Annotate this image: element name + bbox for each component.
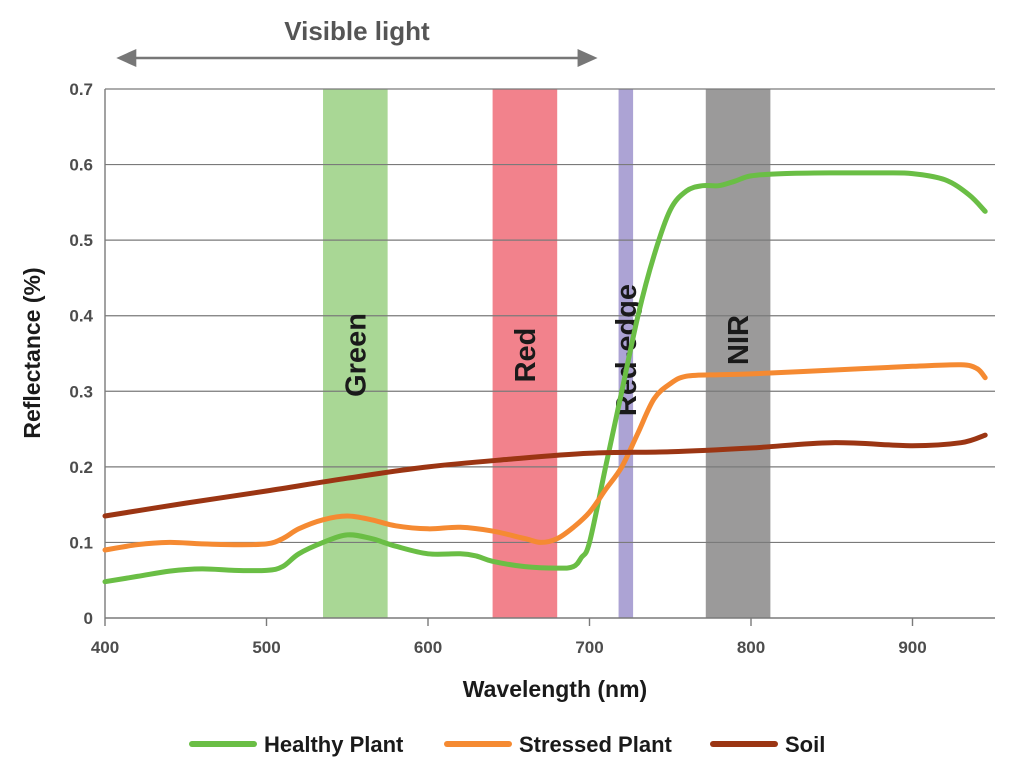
spectral-bands [323,89,771,618]
arrow-head-right [577,49,598,67]
y-tick-label: 0.1 [69,533,93,552]
series-line-healthy-plant [102,170,988,585]
series-line-stressed-plant [102,362,988,553]
band-red [492,89,558,618]
y-tick-label: 0.2 [69,458,93,477]
y-tick-label: 0.3 [69,382,93,401]
legend-label-soil: Soil [785,732,825,757]
y-tick-label: 0.4 [69,307,93,326]
y-axis-title: Reflectance (%) [19,267,45,438]
band-label-nir: NIR [723,315,755,365]
legend-label-healthy-plant: Healthy Plant [264,732,404,757]
y-tick-label: 0.7 [69,80,93,99]
band-label-red: Red [510,328,542,383]
x-tick-label: 400 [91,638,119,657]
x-tick-label: 600 [414,638,442,657]
series-lines [102,170,988,585]
band-label-green: Green [340,313,372,397]
y-tick-label: 0 [84,609,93,628]
arrow-head-left [116,49,137,67]
legend: Healthy Plant Stressed Plant Soil [189,732,825,757]
band-red-edge [618,89,634,618]
band-label-red-edge: Red-edge [611,284,643,416]
x-axis-title: Wavelength (nm) [463,676,647,702]
y-tick-label: 0.5 [69,231,93,250]
series-line-soil [102,432,988,519]
grid-lines [105,88,995,619]
visible-light-label: Visible light [284,16,430,46]
x-tick-label: 800 [737,638,765,657]
y-tick-label: 0.6 [69,156,93,175]
axes: 0 0.1 0.2 0.3 0.4 0.5 0.6 0.7 400 500 600 700 800 900 [69,80,926,657]
x-tick-label: 900 [898,638,926,657]
band-green [323,89,388,618]
x-tick-label: 700 [575,638,603,657]
x-tick-label: 500 [252,638,280,657]
band-labels: Green Red Red-edge NIR [340,284,755,416]
visible-light-annotation: Visible light [116,16,598,67]
legend-label-stressed-plant: Stressed Plant [519,732,673,757]
